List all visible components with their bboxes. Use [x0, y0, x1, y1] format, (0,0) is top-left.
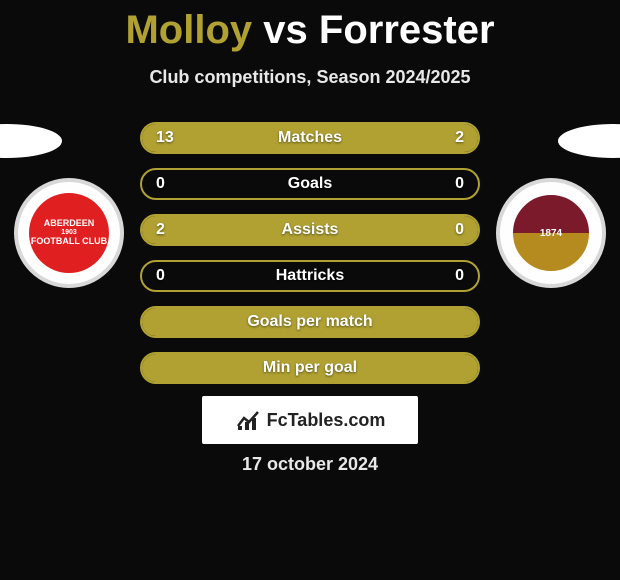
- vs-label: vs: [263, 8, 308, 52]
- subtitle: Club competitions, Season 2024/2025: [0, 67, 620, 88]
- chart-icon: [235, 408, 261, 432]
- club-crest-left-inner: ABERDEEN 1903 FOOTBALL CLUB: [26, 190, 112, 276]
- club-crest-left: ABERDEEN 1903 FOOTBALL CLUB: [14, 178, 124, 288]
- stat-label: Goals per match: [142, 308, 478, 336]
- stat-value-right: 0: [455, 216, 464, 244]
- stat-label: Matches: [142, 124, 478, 152]
- page-title: Molloy vs Forrester: [0, 0, 620, 53]
- stat-label: Goals: [142, 170, 478, 198]
- ellipse-right: [558, 124, 620, 158]
- brand-text: FcTables.com: [267, 410, 386, 431]
- stat-value-left: 13: [156, 124, 174, 152]
- stat-label: Assists: [142, 216, 478, 244]
- brand-box: FcTables.com: [202, 396, 418, 444]
- stat-label: Hattricks: [142, 262, 478, 290]
- stat-value-right: 0: [455, 262, 464, 290]
- stat-bar-matches: Matches13 2: [140, 122, 480, 154]
- stat-bars: Matches132Goals00Assists20Hattricks00Goa…: [140, 122, 480, 384]
- stat-bar-hattricks: Hattricks0 0: [140, 260, 480, 292]
- stat-label: Min per goal: [142, 354, 478, 382]
- date-label: 17 october 2024: [0, 454, 620, 475]
- stat-value-left: 0: [156, 262, 165, 290]
- stat-bar-assists: Assists2 0: [140, 214, 480, 246]
- player-1-name: Molloy: [125, 8, 252, 52]
- ellipse-left: [0, 124, 62, 158]
- stat-value-right: 2: [455, 124, 464, 152]
- stat-value-left: 2: [156, 216, 165, 244]
- stat-bar-goals-per-match: Goals per match: [140, 306, 480, 338]
- stat-value-right: 0: [455, 170, 464, 198]
- club-crest-right-inner: 1874: [510, 192, 592, 274]
- stat-value-left: 0: [156, 170, 165, 198]
- club-crest-right: 1874: [496, 178, 606, 288]
- stat-bar-goals: Goals0 0: [140, 168, 480, 200]
- player-2-name: Forrester: [319, 8, 495, 52]
- stat-bar-min-per-goal: Min per goal: [140, 352, 480, 384]
